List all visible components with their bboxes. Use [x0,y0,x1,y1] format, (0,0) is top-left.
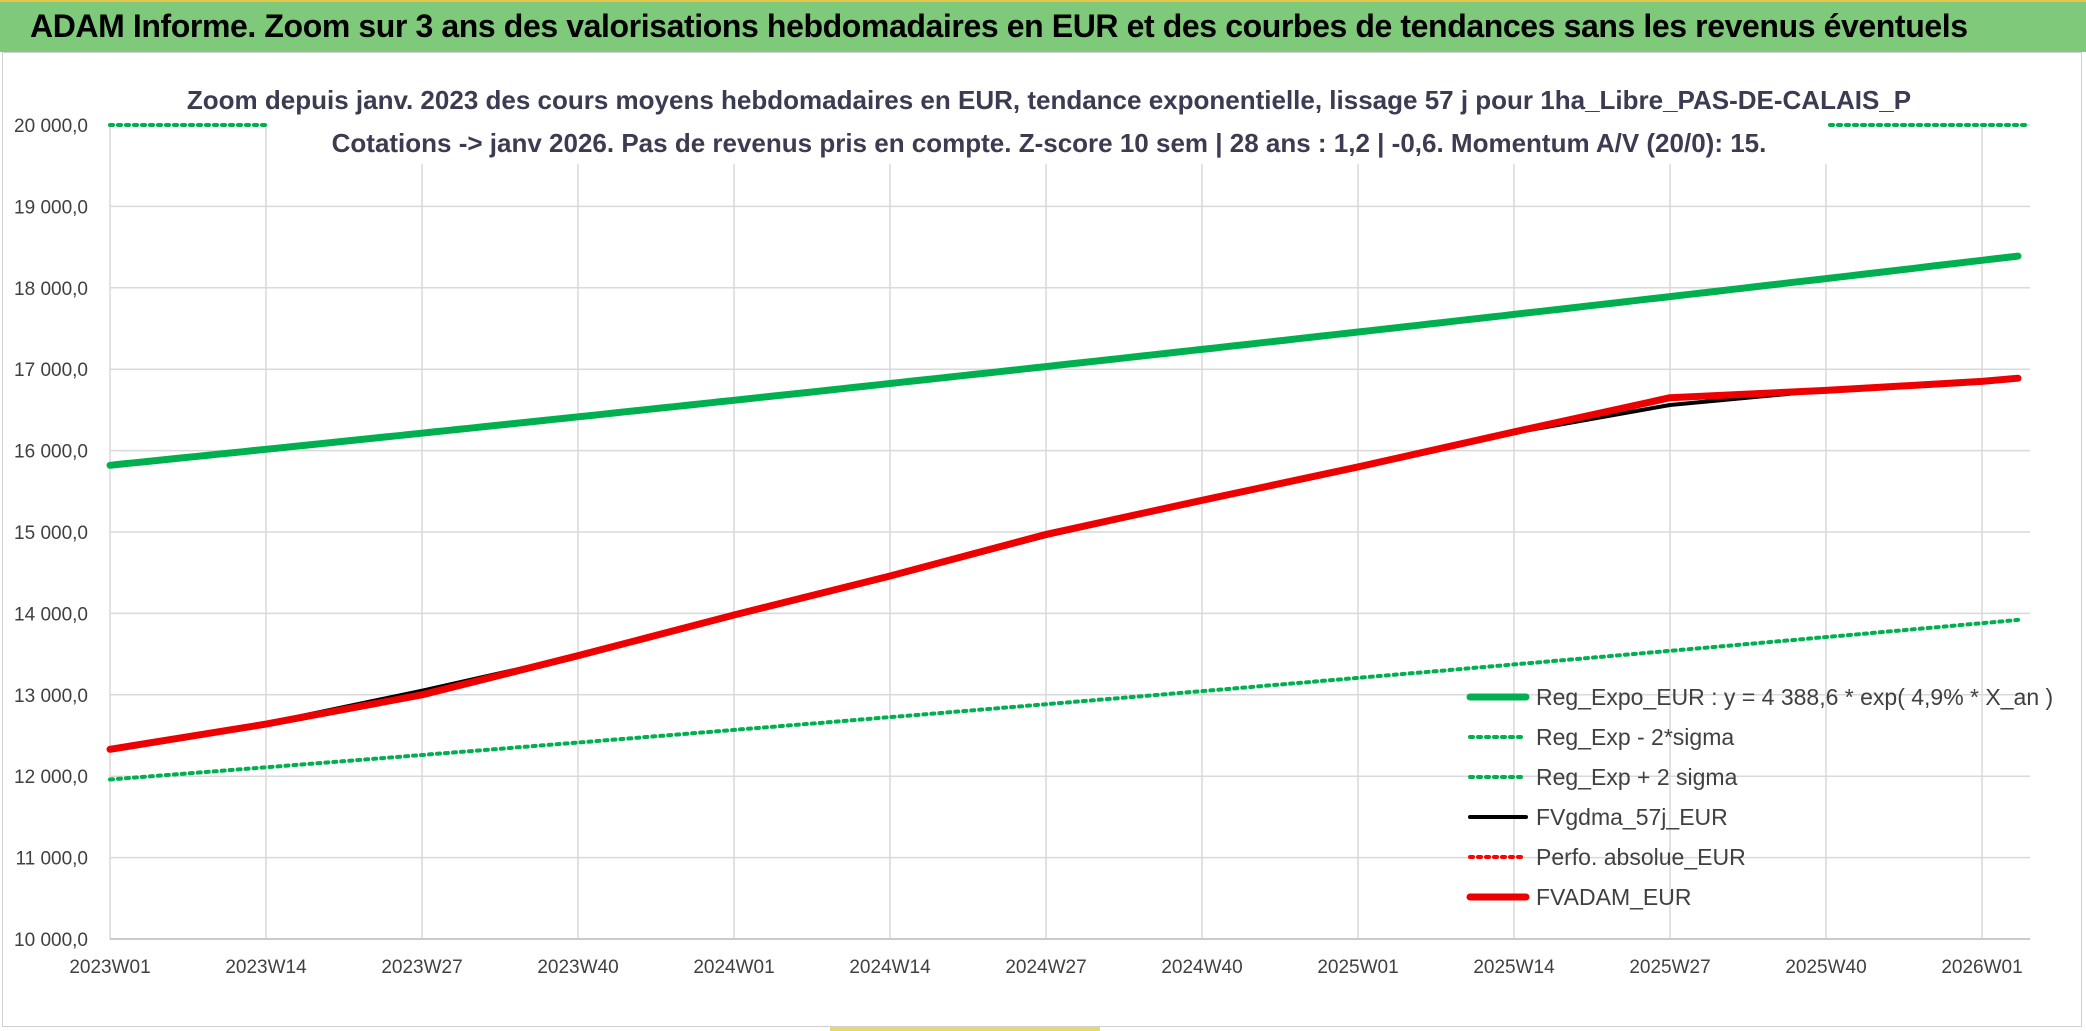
y-tick-label: 10 000,0 [14,930,88,951]
legend-entry-label: FVgdma_57j_EUR [1536,804,1728,830]
chart-border [2,52,2082,1027]
x-tick-label: 2024W40 [1161,957,1242,978]
header-banner: ADAM Informe. Zoom sur 3 ans des valoris… [0,0,2086,52]
series-line-reg-exp-2-sigma [108,617,2020,782]
y-tick-label: 19 000,0 [14,197,88,218]
x-tick-label: 2025W40 [1785,957,1866,978]
x-tick-label: 2024W27 [1005,957,1086,978]
bottom-accent [830,1027,1100,1031]
x-tick-label: 2024W14 [849,957,931,978]
chart-title-line: Zoom depuis janv. 2023 des cours moyens … [187,85,1911,115]
series-line-reg-expo-eur-y-4-388-6-exp-4-9 [106,252,2022,469]
x-tick-label: 2023W01 [69,957,150,978]
x-tick-label: 2023W27 [381,957,462,978]
chart-title-line: Cotations -> janv 2026. Pas de revenus p… [332,128,1767,158]
y-tick-label: 20 000,0 [14,116,88,137]
legend-entry-label: FVADAM_EUR [1536,884,1692,910]
x-tick-label: 2025W01 [1317,957,1398,978]
y-tick-label: 12 000,0 [14,767,88,788]
series-line-fvadam-eur [106,374,2022,753]
x-tick-label: 2023W40 [537,957,618,978]
y-tick-label: 15 000,0 [14,523,88,544]
y-tick-label: 11 000,0 [15,849,88,870]
y-tick-label: 13 000,0 [14,686,88,707]
legend-entry-label: Reg_Exp + 2 sigma [1536,764,1738,790]
y-tick-label: 18 000,0 [14,279,88,300]
x-tick-label: 2025W14 [1473,957,1555,978]
legend-entry-label: Perfo. absolue_EUR [1536,844,1746,870]
legend-entry-label: Reg_Exp - 2*sigma [1536,724,1734,750]
page-title: ADAM Informe. Zoom sur 3 ans des valoris… [30,8,1968,44]
x-tick-label: 2025W27 [1629,957,1710,978]
x-tick-label: 2026W01 [1941,957,2022,978]
chart-title-backing [268,72,1828,164]
x-tick-label: 2024W01 [693,957,774,978]
legend-entry-label: Reg_Expo_EUR : y = 4 388,6 * exp( 4,9% *… [1536,684,2053,710]
x-tick-label: 2023W14 [225,957,307,978]
y-tick-label: 16 000,0 [14,442,88,463]
y-tick-label: 14 000,0 [14,604,88,625]
y-tick-label: 17 000,0 [14,360,88,381]
